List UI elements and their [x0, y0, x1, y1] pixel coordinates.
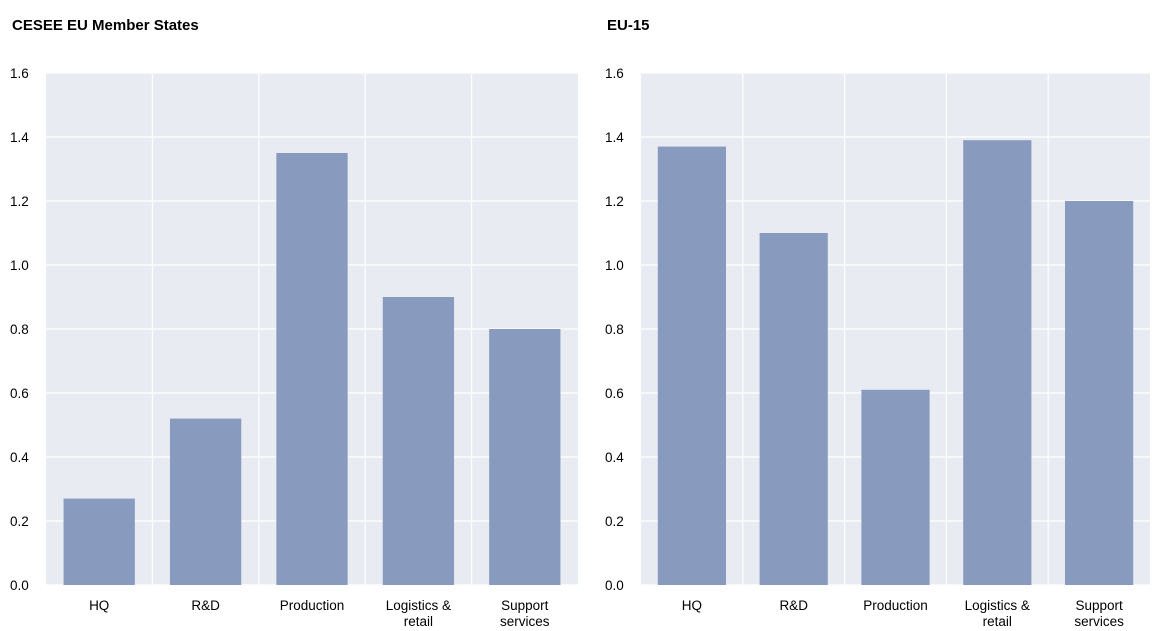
x-tick-label-line: services [1074, 614, 1124, 629]
y-tick-label: 0.0 [605, 578, 624, 593]
y-tick-label: 0.6 [605, 386, 624, 401]
y-tick-label: 1.6 [605, 66, 624, 81]
bar [382, 297, 455, 585]
y-tick-label: 0.2 [605, 514, 624, 529]
x-tick-label: Production [280, 598, 345, 613]
y-tick-label: 0.4 [605, 450, 624, 465]
y-tick-label: 1.0 [10, 258, 29, 273]
bar [861, 389, 930, 585]
x-tick-label-line: Production [863, 598, 928, 613]
x-tick-label-line: retail [983, 614, 1012, 629]
x-tick-label: HQ [682, 598, 702, 613]
bar [276, 153, 348, 585]
chart-panel-0: CESEE EU Member States 0.0 0.2 0.4 0.6 0.8 1.0… [10, 17, 578, 629]
y-tick-label: 0.8 [10, 322, 29, 337]
y-tick-label: 1.6 [10, 66, 29, 81]
x-tick-label: HQ [89, 598, 109, 613]
y-tick-label: 1.4 [605, 130, 624, 145]
x-tick-label: Support services [500, 598, 550, 629]
y-tick-label: 0.8 [605, 322, 624, 337]
x-tick-label-line: HQ [682, 598, 702, 613]
x-tick-label-line: Logistics & [965, 598, 1030, 613]
x-tick-label-line: R&D [191, 598, 220, 613]
y-tick-label: 1.4 [10, 130, 29, 145]
x-tick-label-line: Logistics & [386, 598, 451, 613]
y-tick-label: 1.2 [605, 194, 624, 209]
x-tick-label-line: R&D [779, 598, 808, 613]
x-tick-label-line: Production [280, 598, 345, 613]
x-tick-label-line: Support [1075, 598, 1123, 613]
x-tick-label-line: Support [501, 598, 549, 613]
bar [1064, 201, 1134, 585]
y-tick-label: 0.0 [10, 578, 29, 593]
x-tick-label: Logistics & retail [386, 598, 451, 629]
chart-title: EU-15 [607, 17, 650, 34]
bar [759, 233, 828, 585]
bar [63, 498, 135, 585]
bar [963, 140, 1032, 585]
x-tick-label-line: retail [404, 614, 433, 629]
chart-title: CESEE EU Member States [12, 17, 199, 34]
bar [489, 329, 561, 585]
x-tick-label-line: services [500, 614, 550, 629]
x-tick-label: Production [863, 598, 928, 613]
x-tick-label: R&D [779, 598, 808, 613]
x-tick-label: R&D [191, 598, 220, 613]
bar [169, 418, 242, 585]
y-tick-label: 0.4 [10, 450, 29, 465]
y-tick-label: 1.0 [605, 258, 624, 273]
chart-panel-1: EU-15 0.0 0.2 0.4 0.6 0.8 1.0 1.2 1.4 1.6 HQ R&D Pro… [605, 17, 1150, 629]
bar [657, 146, 727, 585]
y-tick-label: 1.2 [10, 194, 29, 209]
y-tick-label: 0.6 [10, 386, 29, 401]
x-tick-label: Logistics & retail [965, 598, 1030, 629]
y-tick-label: 0.2 [10, 514, 29, 529]
x-tick-label-line: HQ [89, 598, 109, 613]
x-tick-label: Support services [1074, 598, 1124, 629]
